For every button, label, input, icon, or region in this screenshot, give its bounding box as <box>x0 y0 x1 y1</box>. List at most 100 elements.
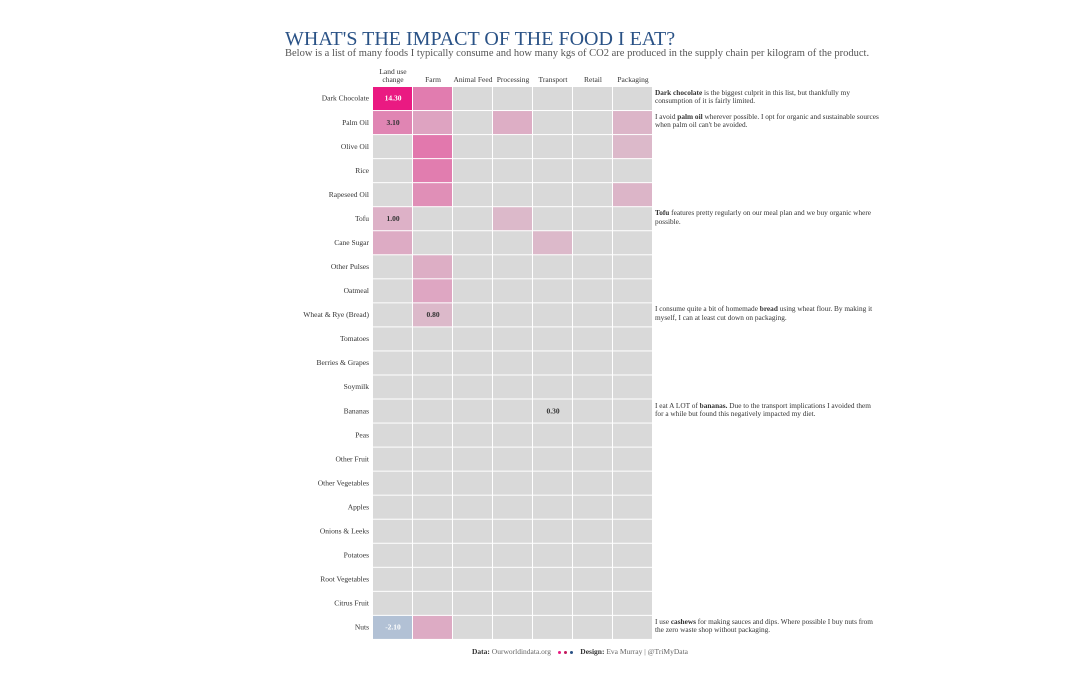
cell <box>413 135 452 159</box>
cell <box>533 159 572 183</box>
cell <box>573 423 612 447</box>
row-label: Bananas <box>344 406 369 415</box>
cell <box>493 351 532 375</box>
cell <box>573 183 612 207</box>
cell <box>373 543 412 567</box>
annotation-text: I avoid <box>655 112 678 122</box>
cell <box>373 327 412 351</box>
annotation-text: I use <box>655 616 671 626</box>
cell <box>533 519 572 543</box>
cell <box>373 423 412 447</box>
cell <box>533 327 572 351</box>
cell <box>493 543 532 567</box>
cell <box>573 159 612 183</box>
cell <box>493 255 532 279</box>
cell <box>493 519 532 543</box>
annotation-text: Tofu <box>655 208 670 218</box>
cell <box>413 183 452 207</box>
chart-subtitle: Below is a list of many foods I typicall… <box>285 48 870 59</box>
annotation-text: for making sauces and dips. Where possib… <box>655 616 873 635</box>
cell <box>613 495 652 519</box>
cell <box>613 159 652 183</box>
annotation-text: Dark chocolate <box>655 88 703 97</box>
cell <box>573 303 612 327</box>
row-label: Wheat & Rye (Bread) <box>303 310 369 319</box>
cell <box>373 159 412 183</box>
annotation: I eat A LOT of bananas. Due to the trans… <box>655 400 880 419</box>
row-label: Nuts <box>355 623 369 632</box>
row-label: Other Pulses <box>331 262 369 271</box>
cell <box>413 615 452 639</box>
value-label: 1.00 <box>386 214 399 223</box>
cell <box>493 615 532 639</box>
row-label: Tofu <box>355 214 369 223</box>
cell <box>613 303 652 327</box>
column-header: Land use change <box>379 67 407 85</box>
cell <box>373 471 412 495</box>
cell <box>413 111 452 135</box>
cell <box>373 183 412 207</box>
cell <box>413 519 452 543</box>
footer-label: Design: <box>580 647 605 656</box>
cell <box>613 615 652 639</box>
cell <box>413 159 452 183</box>
cell <box>493 591 532 615</box>
cell <box>573 471 612 495</box>
annotation-text: Due to the transport implications I avoi… <box>655 400 871 418</box>
cell <box>573 231 612 255</box>
cell <box>573 87 612 111</box>
cell <box>573 135 612 159</box>
cell <box>573 111 612 135</box>
cell <box>373 135 412 159</box>
cell <box>453 159 492 183</box>
cell <box>573 543 612 567</box>
cell <box>493 87 532 111</box>
cell <box>413 303 452 327</box>
row-label: Tomatoes <box>340 334 369 343</box>
cell <box>453 519 492 543</box>
cell <box>493 231 532 255</box>
cell <box>453 615 492 639</box>
cell <box>613 87 652 111</box>
cell <box>493 303 532 327</box>
cell <box>373 591 412 615</box>
cell <box>453 111 492 135</box>
cell <box>533 447 572 471</box>
annotation-text: is the biggest culprit in this list, but… <box>655 88 850 106</box>
cell <box>413 279 452 303</box>
cell <box>453 495 492 519</box>
cell <box>373 519 412 543</box>
cell <box>613 183 652 207</box>
cell <box>493 111 532 135</box>
cell <box>613 519 652 543</box>
footer: Data: Ourworldindata.org Design: Eva Mur… <box>0 647 1080 656</box>
annotation-text: I eat A LOT of <box>655 400 700 410</box>
annotation: I avoid palm oil wherever possible. I op… <box>655 112 880 130</box>
cell <box>453 279 492 303</box>
cell <box>373 111 412 135</box>
annotation-text: I consume quite a bit of homemade <box>655 304 760 314</box>
cell <box>413 447 452 471</box>
row-label: Olive Oil <box>341 142 369 151</box>
cell <box>453 303 492 327</box>
column-header: Animal Feed <box>453 75 493 85</box>
cell <box>533 135 572 159</box>
cell <box>573 591 612 615</box>
cell <box>373 375 412 399</box>
cell <box>533 591 572 615</box>
cell <box>573 567 612 591</box>
cell <box>493 207 532 231</box>
cell <box>453 471 492 495</box>
cell <box>493 279 532 303</box>
cell <box>533 303 572 327</box>
cell <box>613 375 652 399</box>
footer-label: Data: <box>472 647 490 656</box>
cell <box>533 231 572 255</box>
annotation: I consume quite a bit of homemade bread … <box>655 305 880 322</box>
cell <box>413 471 452 495</box>
row-label: Root Vegetables <box>320 575 369 584</box>
cell <box>413 567 452 591</box>
cell <box>493 183 532 207</box>
cell <box>533 471 572 495</box>
footer-credit: Eva Murray | @TriMyData <box>606 647 688 656</box>
